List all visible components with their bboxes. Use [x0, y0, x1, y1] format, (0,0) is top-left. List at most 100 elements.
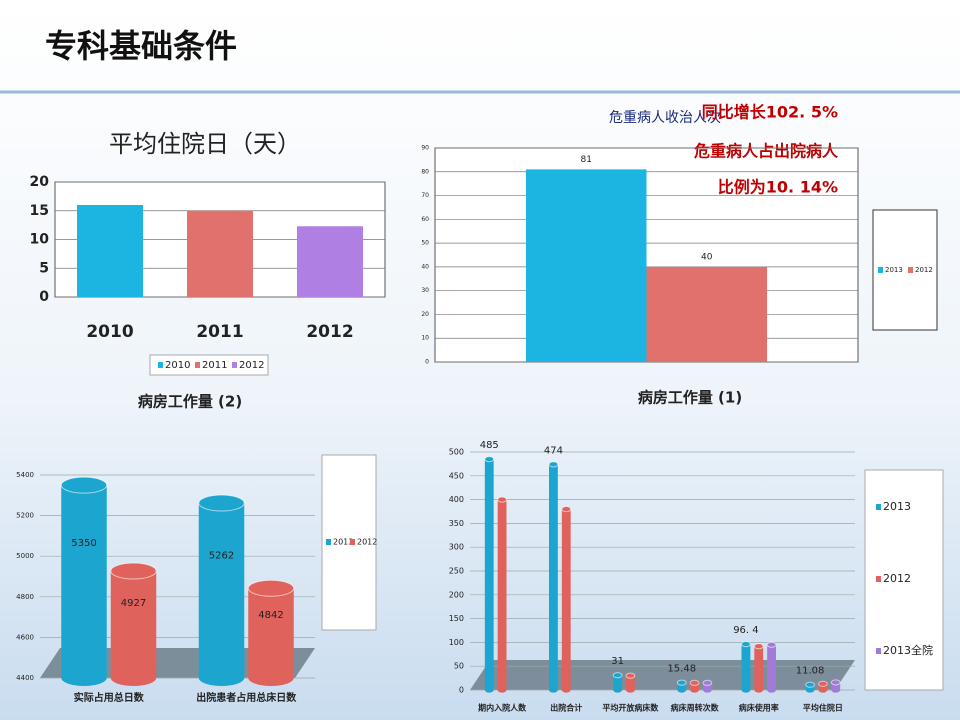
bar-cap	[60, 476, 108, 494]
x-tick-label: 平均住院日	[803, 703, 843, 713]
bar	[767, 644, 776, 690]
bar	[110, 571, 157, 678]
bar	[484, 459, 494, 690]
data-label: 15.48	[667, 664, 696, 675]
y-tick-label: 90	[421, 145, 429, 152]
x-tick-label: 实际占用总日数	[74, 691, 145, 704]
annotation: 同比增长102. 5%	[702, 103, 838, 122]
y-tick-label: 5200	[16, 512, 34, 520]
bar-base	[484, 687, 494, 693]
y-tick-label: 4400	[16, 674, 34, 682]
bar	[754, 646, 764, 690]
bar-cap	[766, 641, 777, 648]
bar-cap	[818, 680, 828, 687]
bar	[198, 503, 245, 678]
y-tick-label: 0	[459, 686, 464, 695]
legend-swatch	[876, 648, 881, 654]
legend-label: 2012	[883, 572, 911, 585]
legend-label: 2013	[883, 500, 911, 513]
y-tick-label: 500	[449, 448, 464, 457]
legend-swatch	[876, 504, 881, 510]
data-label: 40	[701, 252, 713, 262]
data-label: 4842	[258, 610, 283, 621]
bar-cap	[625, 672, 636, 679]
bar-base	[626, 687, 635, 693]
legend-swatch	[195, 362, 200, 368]
legend-box	[872, 209, 938, 331]
annotation: 危重病人占出院病人	[694, 142, 839, 161]
bar	[818, 683, 828, 690]
x-tick-label: 2012	[306, 322, 353, 342]
x-tick-label: 病床周转次数	[671, 703, 720, 713]
bar-base	[805, 687, 815, 693]
y-tick-label: 150	[449, 614, 464, 623]
bar	[187, 210, 253, 297]
x-tick-label: 2010	[86, 322, 133, 342]
bar-base	[818, 687, 828, 693]
bar-cap	[561, 506, 572, 513]
legend-label: 2012	[915, 266, 933, 274]
bar-base	[561, 687, 571, 693]
y-tick-label: 5400	[16, 471, 34, 479]
bar	[561, 509, 571, 690]
bar-cap	[676, 679, 687, 686]
bar-cap	[612, 672, 623, 679]
bar	[626, 675, 635, 690]
y-tick-label: 5000	[16, 552, 34, 560]
y-tick-label: 100	[449, 638, 464, 647]
data-label: 485	[480, 440, 499, 451]
y-tick-label: 0	[425, 359, 429, 366]
y-tick-label: 20	[30, 174, 50, 190]
bar-cap	[110, 562, 157, 580]
bar	[549, 464, 558, 690]
bar-cap	[548, 461, 559, 468]
bar-base	[198, 670, 245, 686]
y-tick-label: 200	[449, 590, 464, 599]
bar-cap	[753, 643, 764, 650]
y-tick-label: 60	[421, 216, 429, 223]
bar-base	[767, 687, 776, 693]
bar-base	[703, 687, 712, 693]
bar-base	[61, 670, 107, 686]
bar	[297, 226, 363, 297]
legend-swatch	[158, 362, 163, 368]
y-tick-label: 4800	[16, 593, 34, 601]
bar-cap	[247, 579, 295, 597]
y-tick-label: 250	[449, 567, 464, 576]
bar-base	[677, 687, 687, 693]
bar	[77, 205, 143, 297]
y-tick-label: 10	[421, 335, 429, 342]
bar-cap	[830, 679, 841, 686]
bar-cap	[484, 456, 495, 463]
x-tick-label: 期内入院人数	[478, 703, 527, 713]
legend-label: 2013全院	[883, 643, 933, 657]
data-label: 5262	[209, 551, 234, 562]
y-tick-label: 400	[449, 495, 464, 504]
slide-title: 专科基础条件	[45, 27, 237, 65]
chart-title: 病房工作量 (2)	[138, 393, 242, 411]
data-label: 4927	[121, 598, 146, 609]
data-label: 11.08	[796, 666, 825, 677]
data-label: 31	[611, 656, 624, 667]
floor	[40, 648, 315, 678]
legend-swatch	[876, 576, 881, 582]
bar-base	[754, 687, 764, 693]
bar-cap	[741, 641, 751, 648]
bar-base	[110, 670, 157, 686]
legend-box	[149, 354, 269, 376]
y-tick-label: 4600	[16, 633, 34, 641]
chart-title: 平均住院日（天）	[109, 130, 301, 158]
bar-base	[613, 687, 622, 693]
bar-base	[549, 687, 558, 693]
legend-swatch	[232, 362, 237, 368]
x-tick-label: 病床使用率	[739, 703, 779, 713]
legend-swatch	[350, 539, 355, 545]
bar-base	[497, 687, 507, 693]
legend-label: 2012	[357, 538, 377, 547]
legend-swatch	[326, 539, 331, 545]
y-tick-label: 20	[421, 311, 429, 318]
bar-base	[741, 687, 751, 693]
y-tick-label: 15	[30, 203, 49, 219]
y-tick-label: 0	[39, 289, 49, 305]
bar-cap	[702, 679, 713, 686]
